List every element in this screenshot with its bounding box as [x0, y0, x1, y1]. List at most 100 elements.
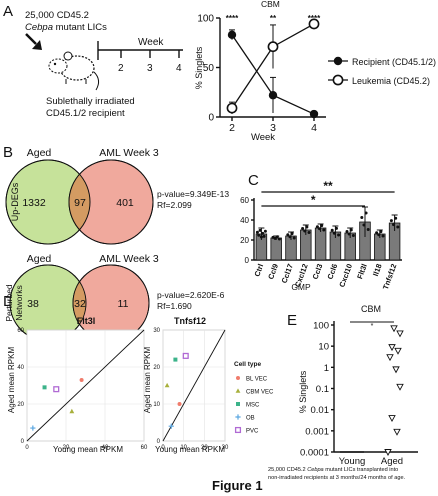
chart-a-xlabel: Week	[251, 132, 275, 143]
chart-a-y-tick-label: 50	[203, 63, 215, 74]
figure-title: Figure 1	[212, 478, 263, 493]
chart-c-replicate-dot	[330, 228, 334, 232]
chart-c-replicate-dot	[362, 223, 366, 227]
chart-c-significance-label: *	[311, 193, 316, 207]
chart-c-x-tick-label: Tnfsf12	[381, 263, 399, 291]
timeline-tick-label: 3	[147, 63, 153, 74]
chart-c-x-tick-label: Ccl3	[311, 263, 325, 281]
scatter-flt3l: Flt3l Young mean RPKM Aged mean RPKM 0 20…	[7, 316, 148, 454]
venn1-rf: Rf=2.099	[157, 200, 192, 210]
chart-e-title: CBM	[361, 304, 381, 314]
arrow-down-icon	[25, 33, 42, 50]
chart-e-point-aged	[390, 325, 398, 333]
chart-c-y-tick-label: 0	[245, 256, 250, 265]
venn2-pvalue: p-value=2.620E-6	[157, 290, 225, 300]
chart-d1-x-tick-label: 40	[102, 445, 109, 451]
chart-a-y-tick-label: 100	[197, 14, 214, 25]
chart-c-replicate-dot	[259, 235, 263, 239]
chart-d1-point	[79, 377, 84, 382]
chart-c-replicate-dot	[322, 228, 326, 232]
chart-e-ylabel: % Singlets	[298, 370, 308, 413]
chart-c-replicate-dot	[379, 230, 383, 234]
chart-a-significance: ****	[308, 14, 321, 23]
venn1-pvalue: p-value=9.349E-13	[157, 189, 229, 199]
chart-c-replicate-dot	[347, 232, 351, 236]
chart-e-point-aged	[396, 383, 404, 391]
chart-e-point-aged	[396, 330, 404, 338]
chart-e-point-aged	[392, 366, 400, 374]
venn1-side-label: Up-DEGs	[10, 182, 20, 221]
chart-c-replicate-dot	[277, 237, 281, 241]
chart-d2-legend-label: PVC	[246, 429, 259, 435]
chart-c-replicate-dot	[318, 227, 322, 231]
chart-d2-legend-title: Cell type	[234, 361, 261, 368]
chart-c-replicate-dot	[273, 236, 277, 240]
panel-label-a: A	[3, 3, 13, 20]
chart-c-replicate-dot	[320, 224, 324, 228]
chart-d2-x-tick-label: 20	[201, 445, 208, 451]
chart-c-replicate-dot	[258, 228, 262, 232]
timeline-tick-label: 4	[176, 63, 182, 74]
chart-c-replicate-dot	[305, 225, 309, 229]
chart-d2-legend-marker	[236, 376, 240, 380]
chart-d1-x-tick-label: 20	[63, 445, 70, 451]
panel-label-d: D	[3, 293, 14, 310]
chart-d2-y-tick-label: 0	[157, 439, 161, 445]
chart-c-replicate-dot	[394, 216, 398, 220]
venn1-left-count: 1332	[22, 197, 46, 209]
venn1-overlap-count: 97	[74, 197, 86, 209]
schematic-line1: 25,000 CD45.2	[25, 10, 89, 21]
timeline-title: Week	[138, 37, 164, 48]
chart-d2-point	[164, 382, 170, 388]
chart-e-point-aged	[384, 449, 392, 456]
chart-c-replicate-dot	[290, 232, 294, 236]
chart-d2-legend-marker	[236, 402, 240, 406]
chart-c-x-tick-label: Cxcl10	[337, 263, 354, 289]
chart-e-y-tick-label: 0.01	[311, 405, 330, 416]
chart-c-replicate-dot	[364, 211, 368, 215]
scatter-tnfsf12: Tnfsf12 Young mean RPKM Aged mean RPKM C…	[143, 316, 274, 454]
chart-e-point-aged	[386, 354, 394, 362]
chart-a-point-leukemia	[226, 102, 238, 114]
chart-e-significance-label: *	[371, 323, 374, 330]
chart-a-point-leukemia	[308, 18, 320, 30]
panel-label-b: B	[3, 144, 13, 161]
chart-d2-legend-label: OB	[246, 416, 255, 422]
chart-c-y-tick-label: 60	[240, 196, 249, 205]
footnote-line1: 25,000 CD45.2 Cebpa mutant LICs transpla…	[268, 467, 398, 473]
chart-c-x-tick-label: Flt3l	[355, 263, 369, 281]
chart-d1-title: Flt3l	[77, 316, 96, 326]
chart-c-replicate-dot	[288, 235, 292, 239]
chart-c-replicate-dot	[315, 225, 319, 229]
chart-d1-point	[53, 386, 60, 393]
chart-d2-x-tick-label: 10	[180, 445, 187, 451]
chart-c-replicate-dot	[332, 231, 336, 235]
chart-e-point-aged	[394, 347, 402, 355]
chart-c-replicate-dot	[375, 231, 379, 235]
schematic-caption2: CD45.1/2 recipient	[46, 108, 125, 119]
chart-a-x-tick-label: 3	[270, 122, 276, 134]
chart-d2-x-tick-label: 30	[222, 445, 229, 451]
chart-c-replicate-dot	[392, 223, 396, 227]
chart-e-y-tick-label: 1	[324, 363, 329, 374]
chart-d1-y-tick-label: 0	[21, 439, 25, 445]
chart-a-legend-marker	[332, 74, 344, 86]
chart-d1-xlabel: Young mean RPKM	[53, 445, 123, 454]
chart-c-replicate-dot	[303, 229, 307, 233]
chart-d2-point	[168, 423, 174, 429]
chart-a-point-leukemia	[267, 41, 279, 53]
chart-a-point-recipient	[227, 30, 237, 40]
venn2-side-label-2: Networks	[14, 285, 24, 320]
chart-d2-point	[177, 402, 182, 406]
chart-d1-y-tick-label: 20	[17, 402, 24, 408]
chart-e-point-aged	[393, 428, 401, 436]
schematic: 25,000 CD45.2 Cebpa mutant LICs Week 2 3…	[25, 10, 183, 119]
chart-c-replicate-dot	[307, 231, 311, 234]
chart-c-x-tick-label: Il18	[371, 263, 384, 278]
chart-a-legend-label: Recipient (CD45.1/2)	[352, 57, 436, 67]
chart-d2-legend-label: CBM VEC	[246, 390, 274, 396]
venn1-left-title: Aged	[27, 147, 52, 159]
chart-a-x-tick-label: 4	[311, 122, 317, 134]
timeline-tick-label: 2	[118, 63, 124, 74]
